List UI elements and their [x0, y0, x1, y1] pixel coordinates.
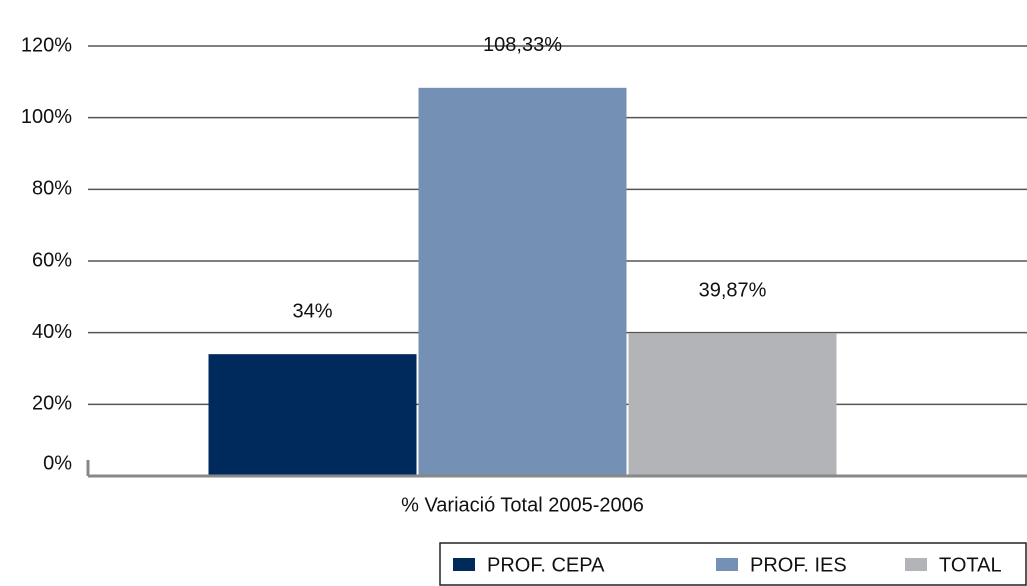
legend-label: PROF. IES [750, 554, 847, 576]
legend-swatch [716, 558, 738, 571]
legend-swatch [905, 558, 927, 571]
legend-swatch [453, 558, 475, 571]
bar [628, 333, 837, 476]
y-tick-label: 80% [32, 178, 72, 200]
legend-label: PROF. CEPA [487, 554, 605, 576]
y-tick-label: 100% [21, 106, 72, 128]
data-label: 34% [292, 300, 332, 322]
legend-box [439, 542, 1027, 586]
y-tick-label: 20% [32, 393, 72, 415]
y-tick-label: 120% [21, 34, 72, 56]
data-label: 108,33% [483, 34, 562, 56]
data-label: 39,87% [699, 279, 767, 301]
y-tick-label: 40% [32, 321, 72, 343]
y-tick-label: 0% [43, 452, 72, 474]
legend-label: TOTAL [939, 554, 1002, 576]
x-tick-label: % Variació Total 2005-2006 [401, 494, 644, 516]
bar [208, 354, 417, 476]
bar [418, 87, 627, 476]
y-tick-label: 60% [32, 249, 72, 271]
